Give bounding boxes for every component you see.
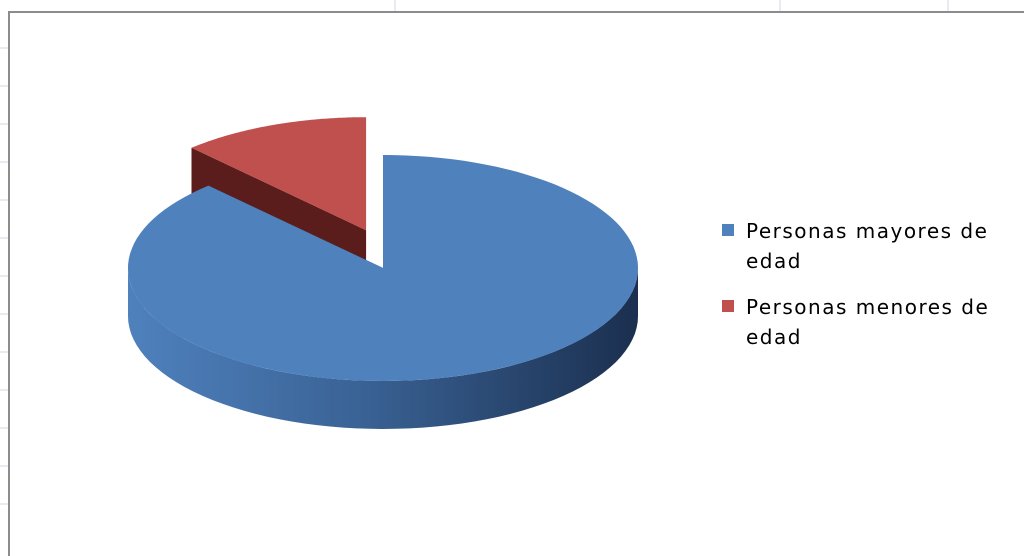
legend-item: Personas menores de edad: [722, 292, 1002, 352]
legend: Personas mayores de edad Personas menores…: [722, 216, 1002, 368]
legend-swatch: [722, 300, 734, 312]
legend-label: Personas mayores de edad: [746, 219, 989, 273]
slice-side: [128, 268, 638, 429]
legend-swatch: [722, 224, 734, 236]
legend-label: Personas menores de edad: [746, 295, 990, 349]
legend-item: Personas mayores de edad: [722, 216, 1002, 276]
slice-top: [128, 155, 638, 381]
sheet-grid: [0, 0, 949, 505]
slice-top: [191, 117, 367, 231]
pie-slice: [128, 155, 638, 429]
